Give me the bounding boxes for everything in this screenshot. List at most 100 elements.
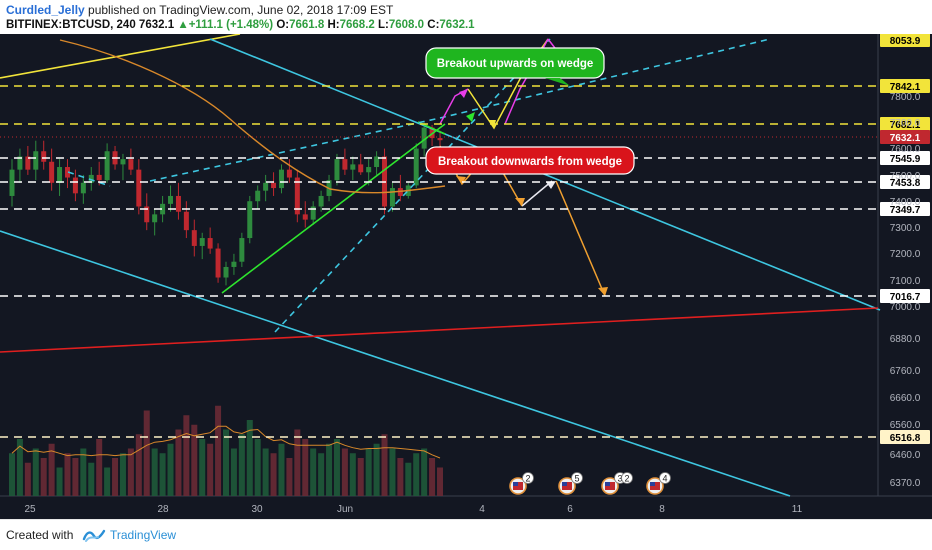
candle-body <box>374 156 380 168</box>
tradingview-brand-link[interactable]: TradingView <box>110 528 177 542</box>
price-tick-label: 7600.0 <box>890 144 921 155</box>
level-price-tag <box>880 430 930 444</box>
event-count: 3 <box>617 474 622 484</box>
candle-body <box>286 169 292 178</box>
level-price-tag <box>880 289 930 303</box>
volume-bar <box>381 434 388 496</box>
price-tick-label: 7100.0 <box>890 276 921 287</box>
volume-bar <box>310 448 317 496</box>
event-count: 4 <box>662 474 667 484</box>
candle-body <box>342 159 348 170</box>
candle-body <box>389 188 395 207</box>
volume-bar <box>32 448 39 496</box>
candle-body <box>294 177 300 215</box>
volume-bar <box>357 458 364 496</box>
ohlc-line: BITFINEX:BTCUSD, 240 7632.1 ▲+111.1 (+1.… <box>6 19 475 31</box>
candle-body <box>207 238 213 249</box>
time-tick-label: 8 <box>659 504 665 515</box>
author-name[interactable]: Curdled_Jelly <box>6 3 85 17</box>
price-tick-label: 6760.0 <box>890 366 921 377</box>
event-badge[interactable]: 5 <box>558 472 583 495</box>
volume-bar <box>223 429 229 496</box>
candle-body <box>334 159 340 181</box>
time-tick-label: 25 <box>24 504 36 515</box>
candle-body <box>57 167 63 183</box>
candle-body <box>358 164 364 173</box>
volume-bar <box>326 443 333 496</box>
symbol-label[interactable]: BITFINEX:BTCUSD, 240 <box>6 19 136 31</box>
price-tick-label: 7000.0 <box>890 302 921 313</box>
price-change: +111.1 (+1.48%) <box>188 19 274 31</box>
event-count: 2 <box>525 474 530 484</box>
volume-bar <box>104 467 111 496</box>
level-price-label: 7682.1 <box>890 120 921 131</box>
event-count: 5 <box>574 474 579 484</box>
chart-area[interactable]: 8053.9 7842.1 7682.1 7632.1 7545.9 7453.8 7349… <box>0 33 932 519</box>
annotation-breakout-up-text: Breakout upwards on wedge <box>437 58 594 70</box>
volume-bar <box>365 448 372 496</box>
candle-body <box>183 211 189 231</box>
event-count: 2 <box>624 474 629 484</box>
volume-bar <box>373 443 380 496</box>
volume-bar <box>191 424 198 496</box>
volume-bar <box>389 448 396 496</box>
candle-body <box>413 148 419 186</box>
candle-body <box>231 261 237 267</box>
candle-body <box>88 174 94 183</box>
candle-body <box>80 182 86 194</box>
volume-bar <box>56 467 63 496</box>
volume-bar <box>183 415 190 496</box>
candle-body <box>136 169 142 207</box>
volume-bar <box>230 448 237 496</box>
volume-bar <box>9 453 15 496</box>
open-value: 7661.8 <box>289 19 325 31</box>
volume-bar <box>238 434 245 496</box>
candle-body <box>41 151 47 162</box>
tradingview-logo-icon[interactable] <box>82 527 106 543</box>
volume-bar <box>96 439 103 496</box>
candle-body <box>278 169 284 189</box>
candle-body <box>17 156 23 170</box>
candles <box>9 122 443 286</box>
annotation-breakout-down[interactable]: Breakout downwards from wedge <box>425 146 635 175</box>
level-price-label: 6516.8 <box>890 433 921 444</box>
volume-bars <box>9 405 443 496</box>
level-price-tag <box>880 151 930 165</box>
volume-bar <box>405 462 412 496</box>
yellow-resistance-line <box>0 33 241 79</box>
high-value: 7668.2 <box>339 19 375 31</box>
close-value: 7632.1 <box>439 19 475 31</box>
volume-bar <box>40 458 47 496</box>
volume-bar <box>294 429 301 496</box>
candle-body <box>144 206 150 223</box>
candle-body <box>72 177 78 194</box>
event-badge[interactable]: 2 <box>509 472 534 495</box>
candle-body <box>9 169 15 196</box>
price-levels: 8053.9 7842.1 7682.1 7632.1 7545.9 7453.8 7349… <box>0 33 930 444</box>
volume-bar <box>112 458 119 496</box>
candle-body <box>199 238 205 246</box>
price-tick-label: 6660.0 <box>890 393 921 404</box>
event-badge[interactable]: 4 <box>646 472 671 495</box>
low-value: 7608.0 <box>388 19 425 31</box>
volume-bar <box>437 467 443 496</box>
price-axis-ticks: 7800.0 7700.0 7600.0 7500.0 7400.0 7300.0 7200… <box>890 92 921 489</box>
candle-body <box>33 151 39 170</box>
publish-line: Curdled_Jelly published on TradingView.c… <box>6 3 393 17</box>
annotation-breakout-up[interactable]: Breakout upwards on wedge <box>425 47 605 86</box>
volume-bar <box>278 443 285 496</box>
annotation-breakout-down-text: Breakout downwards from wedge <box>438 156 622 168</box>
volume-bar <box>215 405 222 496</box>
volume-bar <box>207 443 214 496</box>
volume-bar <box>24 462 31 496</box>
price-chart[interactable]: 8053.9 7842.1 7682.1 7632.1 7545.9 7453.8 7349… <box>0 33 932 519</box>
candle-body <box>64 167 70 178</box>
volume-bar <box>175 429 182 496</box>
level-price-tag <box>880 33 930 47</box>
volume-bar <box>262 448 269 496</box>
level-price-label: 7349.7 <box>890 205 921 216</box>
level-price-tag <box>880 202 930 216</box>
price-tick-label: 7800.0 <box>890 92 921 103</box>
